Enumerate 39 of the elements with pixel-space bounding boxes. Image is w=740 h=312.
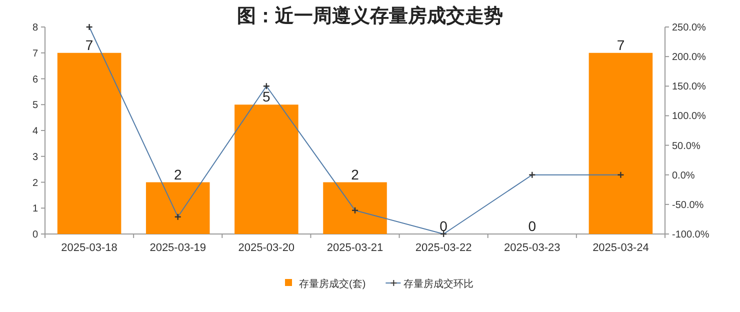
y2-tick-label: 250.0% xyxy=(672,22,706,34)
y-tick-label: 8 xyxy=(32,22,38,34)
bar xyxy=(323,182,387,234)
chart-title: 图：近一周遵义存量房成交走势 xyxy=(237,5,503,27)
y2-tick-label: 50.0% xyxy=(672,140,700,152)
data-label: 0 xyxy=(440,218,448,234)
data-label: 2 xyxy=(351,166,360,182)
legend-label: 存量房成交(套) xyxy=(299,278,366,290)
x-tick-label: 2025-03-19 xyxy=(150,242,206,254)
x-tick-label: 2025-03-21 xyxy=(326,242,384,254)
y-tick-label: 7 xyxy=(32,48,38,60)
legend-label: 存量房成交环比 xyxy=(404,278,474,290)
bar xyxy=(57,52,122,234)
y2-tick-label: 200.0% xyxy=(672,52,706,64)
y2-tick-label: 100.0% xyxy=(672,111,706,122)
y2-tick-label: -50.0% xyxy=(672,200,704,211)
x-tick-label: 2025-03-24 xyxy=(592,242,649,254)
data-label: 7 xyxy=(85,36,94,53)
y-tick-label: 4 xyxy=(32,126,38,137)
y2-tick-label: -100.0% xyxy=(672,230,710,240)
y-tick-label: 3 xyxy=(32,152,38,163)
data-label: 0 xyxy=(528,218,536,234)
y2-tick-label: 0.0% xyxy=(672,170,695,182)
y-tick-label: 2 xyxy=(32,178,38,189)
y-tick-label: 0 xyxy=(32,230,38,240)
y-tick-label: 5 xyxy=(32,100,38,112)
y-tick-label: 1 xyxy=(32,204,38,215)
y-tick-label: 6 xyxy=(32,74,38,86)
data-label: 5 xyxy=(262,88,271,105)
bar xyxy=(588,52,653,234)
x-tick-label: 2025-03-18 xyxy=(61,242,118,254)
x-tick-label: 2025-03-22 xyxy=(415,242,472,254)
data-label: 7 xyxy=(616,36,625,53)
bar xyxy=(234,104,298,234)
x-tick-label: 2025-03-23 xyxy=(504,242,560,254)
bar xyxy=(146,182,210,234)
y2-tick-label: 150.0% xyxy=(672,82,706,93)
data-label: 2 xyxy=(174,166,182,182)
x-tick-label: 2025-03-20 xyxy=(238,242,295,254)
